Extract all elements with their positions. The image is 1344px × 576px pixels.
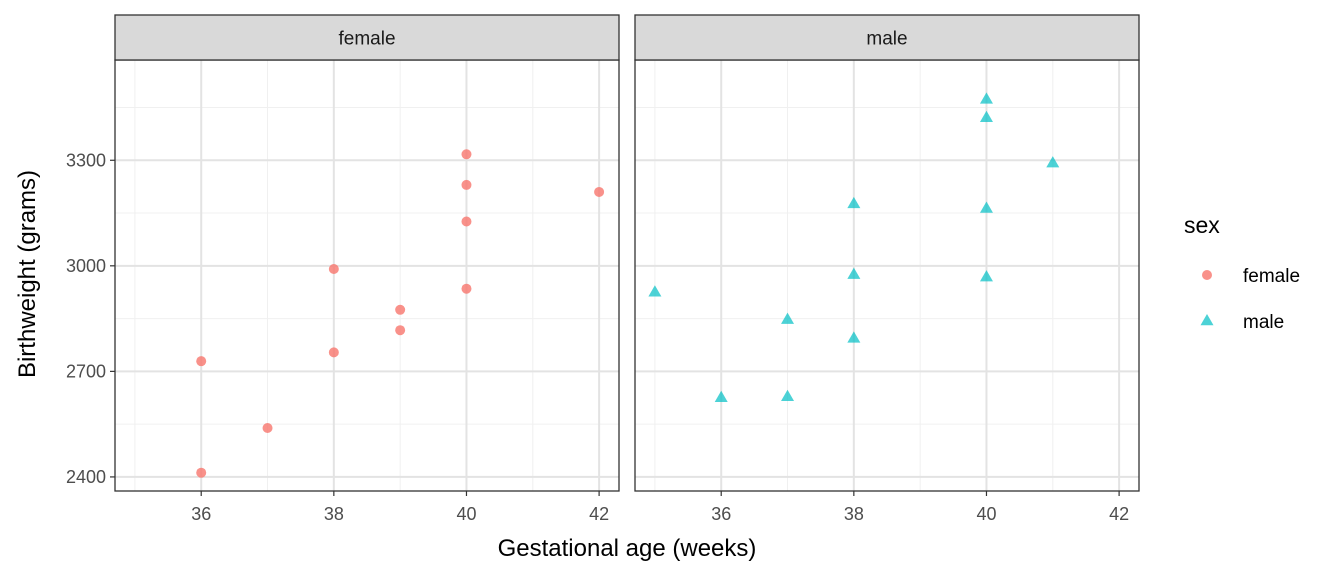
legend-label-female: female (1243, 266, 1300, 287)
y-tick-label: 3000 (66, 256, 106, 276)
legend-key-female (1202, 270, 1212, 280)
data-point-male (847, 267, 861, 279)
y-axis-title: Birthweight (grams) (14, 170, 41, 378)
x-tick-label: 36 (191, 504, 211, 524)
data-point-male (979, 92, 993, 104)
data-point-male (781, 389, 795, 401)
data-point-female (262, 423, 273, 434)
x-tick-label: 42 (1109, 504, 1129, 524)
legend-title: sex (1184, 212, 1220, 238)
data-point-female (328, 263, 339, 274)
data-point-female (461, 149, 472, 160)
data-point-male (979, 201, 993, 213)
y-tick-label: 3300 (66, 150, 106, 170)
data-point-female (395, 304, 406, 315)
x-tick-label: 40 (456, 504, 476, 524)
x-tick-label: 38 (844, 504, 864, 524)
legend-label-male: male (1243, 312, 1284, 333)
x-tick-label: 40 (976, 504, 996, 524)
data-point-female (594, 186, 605, 197)
y-tick-label: 2700 (66, 361, 106, 381)
panel-background (115, 60, 619, 491)
data-point-female (461, 283, 472, 294)
data-point-female (461, 179, 472, 190)
x-tick-label: 42 (589, 504, 609, 524)
legend-key-male (1200, 314, 1214, 326)
data-point-male (979, 270, 993, 282)
y-tick-label: 2400 (66, 467, 106, 487)
data-point-female (328, 347, 339, 358)
data-point-female (395, 325, 406, 336)
data-point-male (781, 312, 795, 324)
data-point-male (979, 110, 993, 122)
data-point-female (196, 356, 207, 367)
data-point-male (714, 390, 728, 403)
x-axis-title: Gestational age (weeks) (498, 535, 757, 562)
facet-strip-label: female (338, 29, 395, 50)
legend: female male (1200, 266, 1300, 333)
panel-background (635, 60, 1139, 491)
data-point-female (196, 467, 207, 478)
facet-strip (114, 14, 620, 61)
panel-female: female 36 38 40 42 2400 2700 3000 3300 (66, 14, 620, 524)
panel-male: male 36 38 40 42 (634, 14, 1140, 524)
data-point-male (847, 196, 861, 209)
data-point-female (461, 216, 472, 227)
data-point-male (847, 331, 861, 343)
data-point-male (1046, 156, 1060, 168)
x-tick-label: 36 (711, 504, 731, 524)
x-tick-label: 38 (324, 504, 344, 524)
facet-strip-label: male (866, 29, 907, 50)
facet-strip (634, 14, 1140, 61)
data-point-male (648, 285, 662, 297)
